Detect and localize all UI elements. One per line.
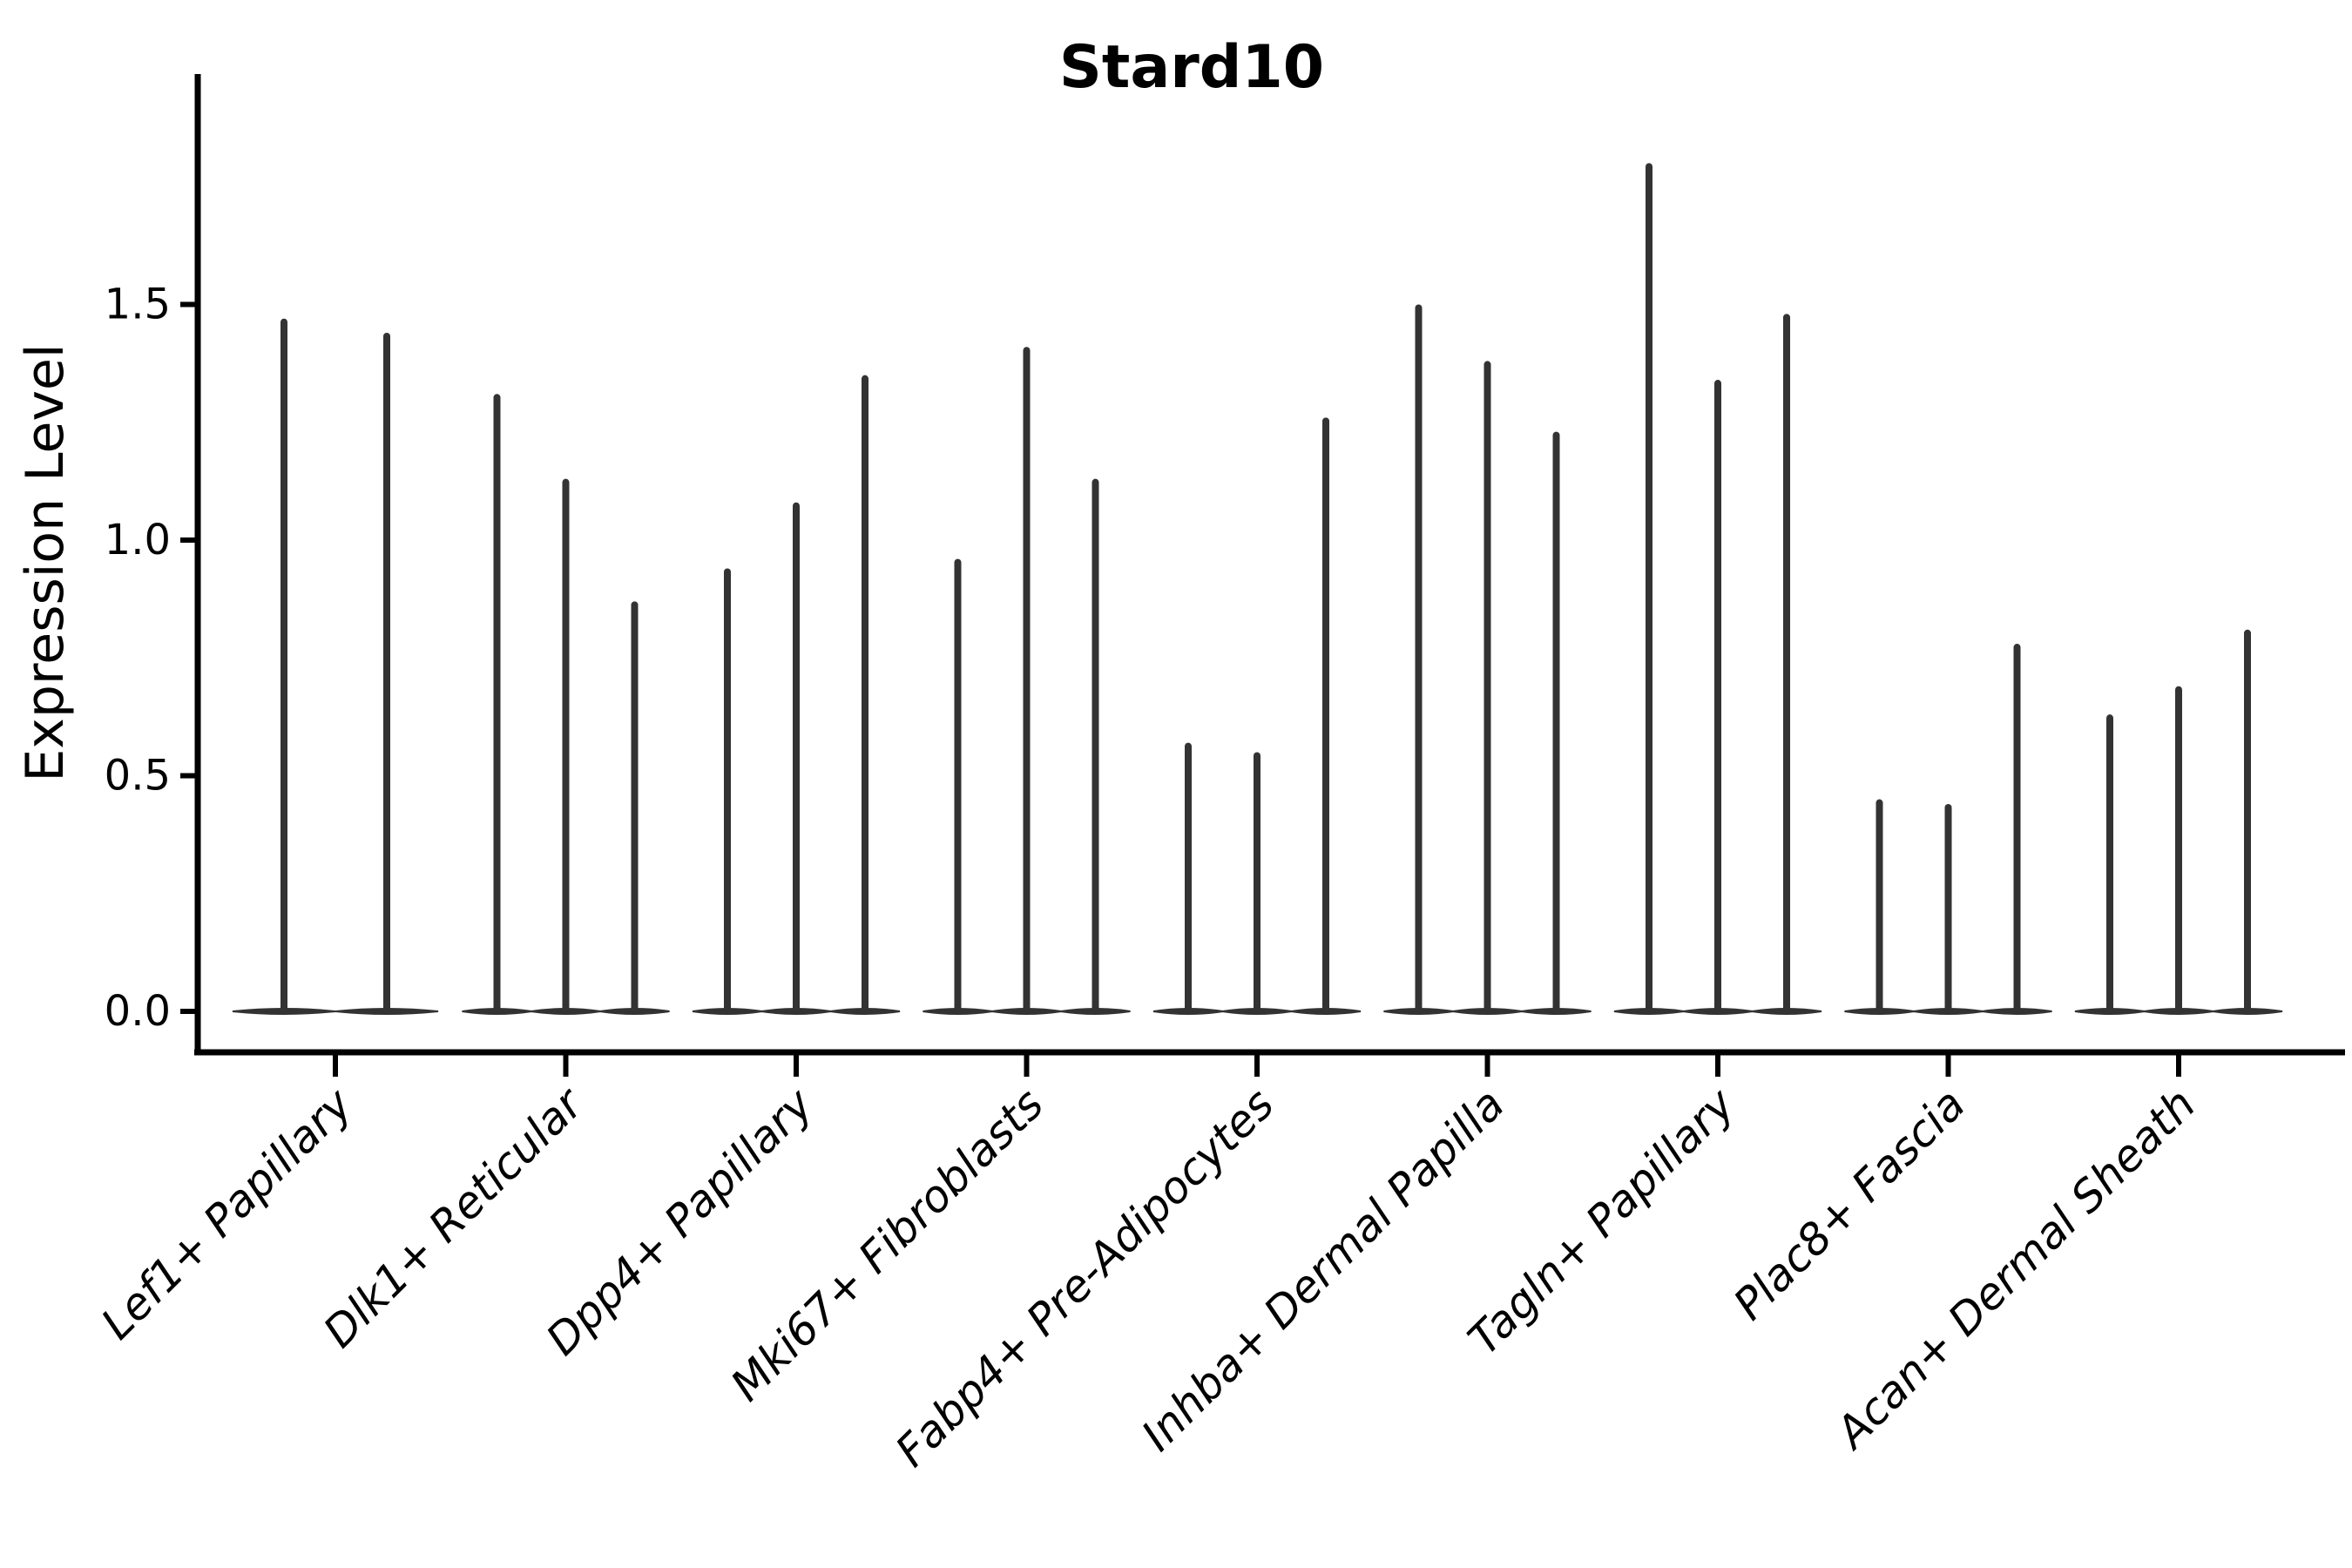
x-tick-label: Inhba+ Dermal Papilla [1132, 1078, 1514, 1460]
chart-title: Stard10 [1059, 33, 1324, 102]
y-tick-label: 1.0 [105, 516, 171, 564]
x-tick-label: Fabp4+ Pre-Adipocytes [886, 1078, 1284, 1477]
y-tick-label: 0.5 [105, 752, 171, 801]
x-tick-label: Plac8+ Fascia [1724, 1078, 1975, 1329]
x-tick-label: Lef1+ Papillary [91, 1078, 362, 1348]
y-tick-label: 1.5 [105, 280, 171, 329]
y-axis-label: Expression Level [15, 343, 76, 781]
y-tick-label: 0.0 [105, 987, 171, 1036]
